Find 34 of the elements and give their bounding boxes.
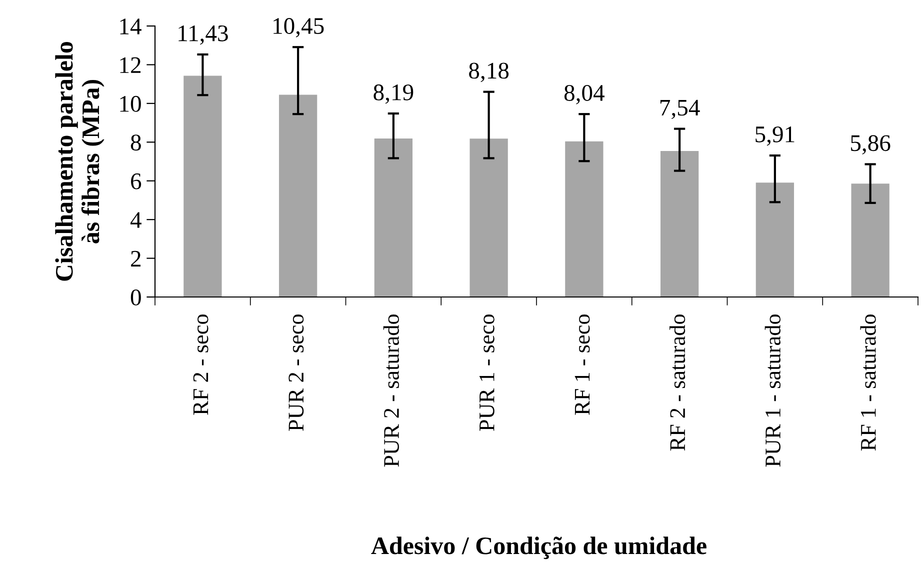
- data-label: 10,45: [274, 18, 324, 38]
- data-label: 5,86: [851, 135, 890, 154]
- x-tick-label: PUR 1 - seco: [479, 314, 494, 431]
- y-tick-label: 2: [131, 250, 141, 266]
- x-tick-label: RF 2 - saturado: [669, 314, 686, 451]
- y-axis-title: Cisalhamento paralelo às fibras (MPa): [55, 42, 104, 281]
- x-tick-label: PUR 2 - seco: [288, 314, 304, 431]
- y-tick-label: 6: [131, 173, 142, 190]
- bar: [184, 76, 222, 297]
- y-tick-label: 10: [120, 96, 141, 112]
- bar: [660, 151, 699, 297]
- x-tick-label: RF 1 - seco: [574, 314, 590, 415]
- y-tick-label: 14: [120, 18, 142, 34]
- x-axis-title: Adesivo / Condição de umidade: [371, 536, 706, 560]
- data-label: 5,91: [756, 126, 794, 146]
- bar: [278, 94, 318, 297]
- bar: [565, 141, 604, 297]
- bar: [756, 182, 794, 297]
- y-tick-label: 0: [130, 289, 141, 306]
- y-tick-label: 8: [130, 134, 141, 151]
- data-label: 8,04: [564, 85, 604, 104]
- y-tick-label: 4: [130, 212, 142, 228]
- bar: [851, 184, 890, 297]
- data-label: 8,18: [469, 62, 509, 82]
- x-tick-label: PUR 1 - saturado: [764, 314, 780, 467]
- data-label: 7,54: [660, 100, 700, 120]
- bar: [470, 138, 508, 297]
- bar: [374, 138, 413, 297]
- y-tick-label: 12: [120, 57, 141, 73]
- x-tick-label: RF 1 - saturado: [860, 314, 876, 451]
- data-label: 11,43: [178, 25, 228, 45]
- x-tick-label: PUR 2 - saturado: [383, 314, 399, 467]
- data-label: 8,19: [374, 84, 414, 104]
- x-tick-label: RF 2 - seco: [193, 314, 208, 415]
